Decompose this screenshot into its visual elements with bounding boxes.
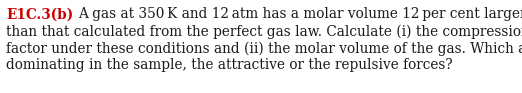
- Text: A gas at 350 K and 12 atm has a molar volume 12 per cent larger: A gas at 350 K and 12 atm has a molar vo…: [78, 7, 522, 21]
- Text: dominating in the sample, the attractive or the repulsive forces?: dominating in the sample, the attractive…: [6, 58, 453, 72]
- Text: than that calculated from the perfect gas law. Calculate (i) the compression: than that calculated from the perfect ga…: [6, 24, 522, 39]
- Text: E1C.3(b): E1C.3(b): [6, 7, 74, 21]
- Text: factor under these conditions and (ii) the molar volume of the gas. Which are: factor under these conditions and (ii) t…: [6, 41, 522, 56]
